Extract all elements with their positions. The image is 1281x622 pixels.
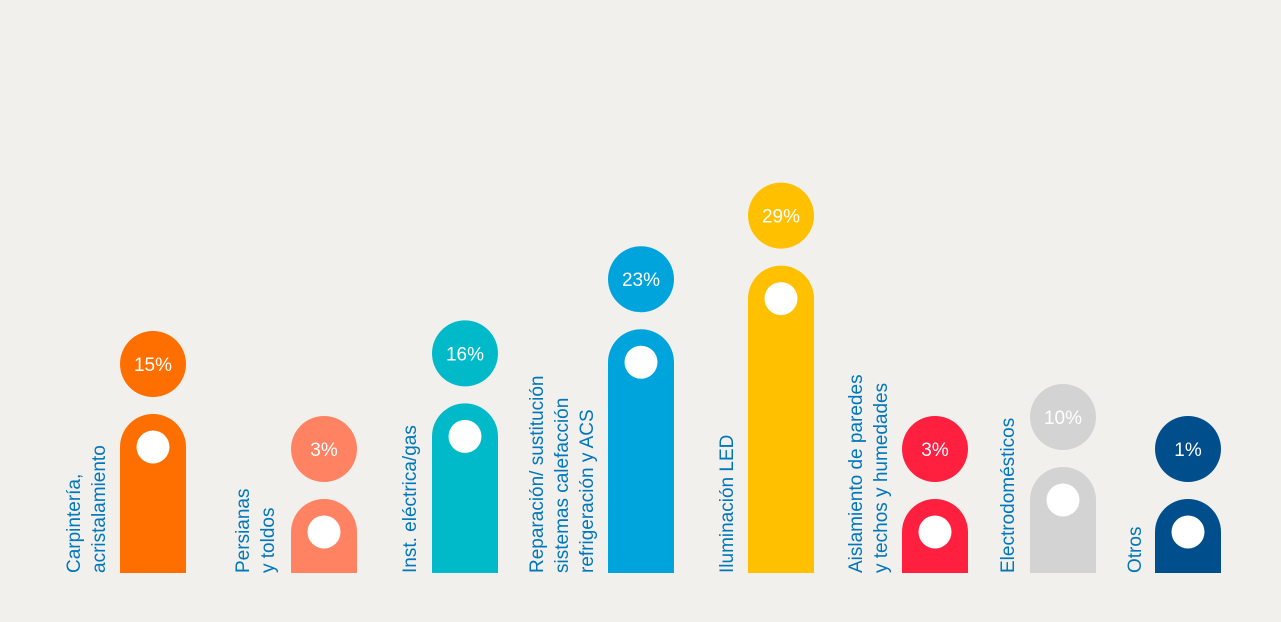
- bar-dot: [1046, 483, 1080, 517]
- value-bubble: [1155, 416, 1221, 482]
- bar-group: 16% Inst. eléctrica/gas: [400, 320, 498, 573]
- bar-group: 23% Reparación/ sustitución sistemas calef…: [527, 246, 674, 573]
- value-bubble: [608, 246, 674, 313]
- category-label: Aislamiento de paredes y techos y humedad…: [846, 374, 892, 573]
- value-bubble: [902, 416, 968, 482]
- category-label: Reparación/ sustitución sistemas calefacc…: [527, 376, 598, 574]
- value-bubble: [748, 182, 814, 249]
- bar-dot: [136, 430, 170, 464]
- data-label: 16%: [446, 344, 484, 365]
- data-label: 3%: [310, 440, 338, 461]
- category-label-line: acristalamiento: [89, 445, 110, 573]
- bar-group: 10% Electrodomésticos: [998, 384, 1096, 573]
- category-label: Persianas y toldos: [233, 489, 279, 574]
- data-label: 3%: [921, 440, 949, 461]
- category-label-line: y toldos: [258, 508, 279, 573]
- value-bubble: [291, 416, 357, 482]
- category-label: Otros: [1125, 527, 1146, 573]
- bar-dot: [918, 515, 952, 549]
- bar-group: 29% Iluminación LED: [717, 182, 814, 573]
- category-label-line: Otros: [1125, 527, 1146, 573]
- bar-dot: [764, 282, 798, 316]
- bar: [608, 329, 674, 573]
- category-label: Iluminación LED: [717, 435, 738, 573]
- category-label-line: Persianas: [233, 489, 254, 574]
- bar-dot: [307, 515, 341, 549]
- bar-dot: [1171, 515, 1205, 549]
- data-label: 1%: [1174, 440, 1202, 461]
- bar: [1030, 467, 1096, 573]
- data-label: 23%: [622, 270, 660, 291]
- category-label-line: Aislamiento de paredes: [846, 374, 867, 573]
- bar-group: 15% Carpintería, acristalamiento: [64, 331, 186, 573]
- category-label-line: Iluminación LED: [717, 435, 738, 573]
- data-label: 29%: [762, 207, 800, 228]
- category-label-line: Reparación/ sustitución: [527, 376, 548, 574]
- bar-group: 3% Persianas y toldos: [233, 416, 357, 573]
- bar-dot: [624, 345, 658, 379]
- value-bubble: [120, 331, 186, 397]
- category-label: Carpintería, acristalamiento: [64, 445, 110, 573]
- data-label: 15%: [134, 355, 172, 376]
- bar-group: 1% Otros: [1125, 416, 1221, 573]
- category-label: Electrodomésticos: [998, 418, 1019, 573]
- category-label-line: y techos y humedades: [871, 383, 892, 573]
- bar: [432, 403, 498, 573]
- value-bubble: [432, 320, 498, 387]
- category-label-line: Inst. eléctrica/gas: [400, 425, 421, 573]
- bar-group: 3% Aislamiento de paredes y techos y humed…: [846, 374, 968, 573]
- category-label: Inst. eléctrica/gas: [400, 425, 421, 573]
- bar-dot: [448, 419, 482, 453]
- data-label: 10%: [1044, 408, 1082, 429]
- bar: [120, 414, 186, 573]
- category-label-line: Electrodomésticos: [998, 418, 1019, 573]
- category-label-line: Carpintería,: [64, 474, 85, 573]
- value-bubble: [1030, 384, 1096, 450]
- bar: [748, 265, 814, 573]
- category-label-line: refrigeración y ACS: [577, 409, 598, 573]
- category-label-line: sistemas calefacción: [552, 398, 573, 573]
